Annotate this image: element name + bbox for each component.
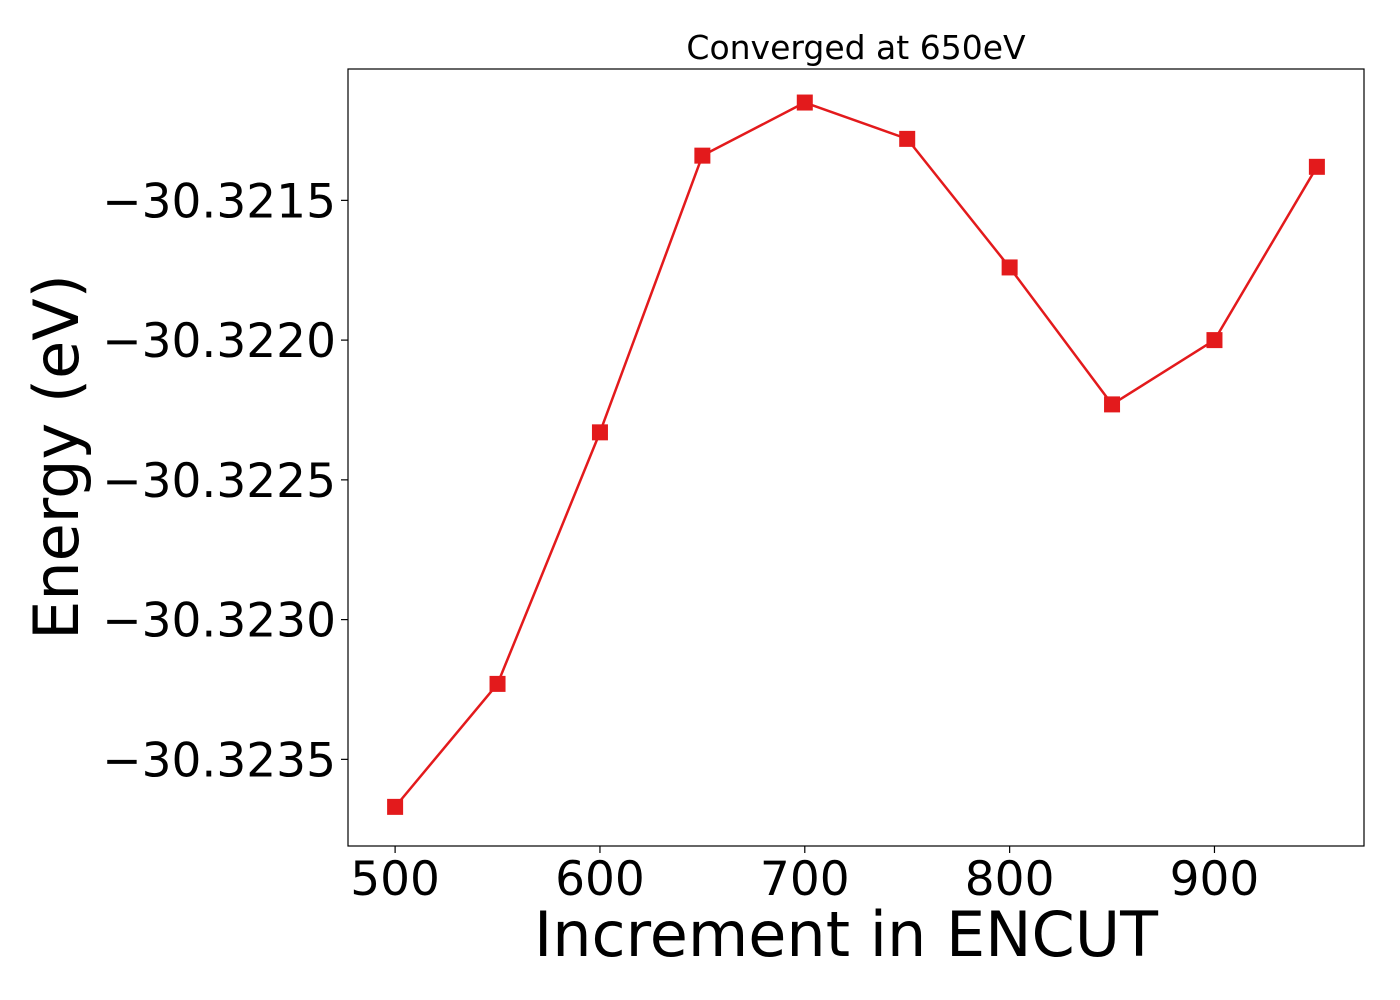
x-tick-label: 500 bbox=[350, 852, 440, 907]
data-point bbox=[591, 424, 608, 441]
x-axis-label: Increment in ENCUT bbox=[534, 898, 1159, 971]
series-line bbox=[394, 101, 1318, 808]
y-axis-label: Energy (eV) bbox=[20, 274, 93, 640]
y-tick-label: −30.3235 bbox=[102, 733, 336, 788]
x-tick-label: 900 bbox=[1170, 852, 1260, 907]
data-point bbox=[796, 94, 813, 111]
data-point bbox=[1104, 396, 1121, 413]
data-point bbox=[1001, 259, 1018, 276]
plot-area-frame bbox=[347, 68, 1365, 847]
data-point bbox=[1206, 332, 1223, 349]
y-tick-label: −30.3220 bbox=[102, 314, 336, 369]
y-axis: −30.3215 −30.3220 −30.3225 −30.3230 −30.3235 bbox=[102, 174, 348, 788]
y-tick-label: −30.3225 bbox=[102, 454, 336, 509]
data-point bbox=[387, 798, 404, 815]
y-tick-label: −30.3215 bbox=[102, 174, 336, 229]
data-point bbox=[694, 147, 711, 164]
data-point bbox=[899, 130, 916, 147]
series-layer bbox=[387, 94, 1325, 815]
x-tick-label: 600 bbox=[555, 852, 645, 907]
data-point bbox=[1308, 158, 1325, 175]
x-tick-label: 800 bbox=[965, 852, 1055, 907]
x-tick-label: 700 bbox=[760, 852, 850, 907]
data-point bbox=[489, 675, 506, 692]
chart-title: Converged at 650eV bbox=[686, 28, 1026, 67]
y-tick-label: −30.3230 bbox=[102, 594, 336, 649]
x-axis: 500 600 700 800 900 bbox=[350, 846, 1259, 907]
